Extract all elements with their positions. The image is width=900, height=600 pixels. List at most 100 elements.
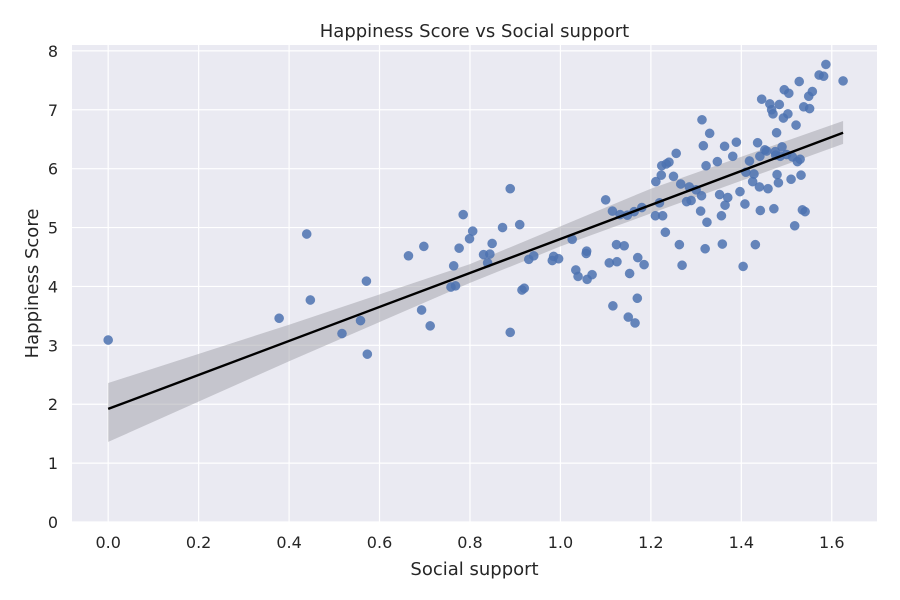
data-point — [632, 293, 643, 304]
data-point — [103, 335, 114, 345]
data-point — [702, 217, 712, 228]
y-tick-label: 8 — [48, 42, 58, 61]
data-point — [712, 156, 723, 167]
data-point — [735, 186, 745, 197]
x-tick-label: 0.4 — [276, 533, 301, 552]
data-point — [772, 169, 782, 180]
data-point — [450, 281, 461, 291]
data-point — [656, 170, 667, 180]
data-point — [454, 243, 464, 254]
data-point — [727, 151, 738, 162]
data-point — [487, 238, 497, 249]
data-point — [731, 137, 742, 148]
y-tick-label: 7 — [48, 101, 58, 120]
data-point — [800, 206, 810, 217]
data-point — [674, 239, 685, 250]
y-axis-label: Happiness Score — [22, 209, 43, 359]
data-point — [794, 76, 805, 87]
data-point — [458, 209, 469, 220]
data-point — [305, 295, 316, 305]
data-point — [425, 321, 436, 331]
data-point — [783, 88, 794, 99]
data-point — [448, 260, 459, 271]
y-tick-label: 5 — [48, 219, 58, 238]
data-point — [519, 283, 530, 294]
plot-area — [72, 45, 877, 522]
data-point — [573, 271, 583, 282]
data-point — [686, 195, 696, 206]
data-point — [664, 157, 674, 168]
data-point — [623, 312, 634, 322]
data-point — [777, 142, 787, 152]
data-point — [630, 318, 640, 328]
x-tick-label: 1.6 — [819, 533, 844, 552]
data-point — [612, 256, 622, 267]
grid-lines — [72, 45, 877, 523]
data-point — [763, 183, 773, 194]
x-tick-label: 0.2 — [186, 533, 211, 552]
x-tick-label: 0.8 — [457, 533, 482, 552]
data-point — [418, 241, 429, 252]
data-point — [773, 177, 784, 188]
regression-line-layer — [107, 131, 844, 411]
data-point — [403, 250, 414, 261]
data-point — [704, 128, 715, 139]
data-point — [789, 220, 800, 231]
data-point — [639, 259, 649, 270]
chart-title: Happiness Score vs Social support — [320, 21, 629, 42]
data-point — [744, 156, 755, 166]
y-tick-label: 2 — [48, 395, 58, 414]
data-point — [553, 253, 564, 264]
data-point — [355, 315, 366, 326]
data-point — [795, 154, 805, 165]
data-point — [769, 203, 779, 214]
y-tick-label: 4 — [48, 277, 58, 296]
data-point — [668, 171, 679, 182]
data-point — [497, 222, 508, 233]
data-point — [722, 192, 733, 203]
data-point — [755, 205, 766, 216]
data-point — [514, 219, 525, 230]
x-tick-label: 0.6 — [367, 533, 392, 552]
data-point — [624, 268, 635, 279]
data-point — [754, 182, 765, 192]
data-point — [700, 243, 710, 254]
data-point — [660, 227, 671, 238]
data-point — [761, 146, 772, 156]
data-point — [804, 103, 815, 114]
data-point — [301, 229, 312, 239]
data-point — [740, 199, 750, 209]
data-point — [786, 174, 796, 185]
data-point — [608, 301, 618, 311]
data-point — [274, 313, 284, 324]
data-point — [838, 76, 848, 86]
y-tick-label: 1 — [48, 454, 58, 473]
regression-line — [107, 131, 844, 411]
data-point — [467, 226, 478, 236]
data-point — [756, 94, 767, 105]
data-point — [717, 239, 728, 249]
data-point — [695, 206, 706, 216]
data-point — [337, 328, 347, 339]
data-point — [587, 269, 597, 280]
data-point — [677, 260, 687, 271]
y-tick-label: 0 — [48, 513, 58, 532]
data-point — [771, 127, 782, 138]
x-axis-label: Social support — [410, 559, 538, 580]
x-tick-label: 1.0 — [548, 533, 573, 552]
data-point — [755, 151, 765, 162]
data-point — [581, 246, 592, 256]
data-point — [714, 189, 725, 200]
data-point — [701, 160, 711, 171]
x-tick-labels: 0.0 0.2 0.4 0.6 0.8 1.0 1.2 1.4 1.6 — [95, 533, 844, 552]
y-tick-label: 3 — [48, 336, 58, 355]
data-point — [632, 252, 643, 263]
data-point — [738, 261, 748, 272]
y-tick-labels: 0 1 2 3 4 5 6 7 8 — [48, 42, 58, 532]
data-point — [651, 176, 661, 187]
data-point — [749, 169, 759, 179]
data-point — [821, 59, 831, 70]
data-point — [696, 190, 707, 201]
data-point — [657, 210, 668, 221]
